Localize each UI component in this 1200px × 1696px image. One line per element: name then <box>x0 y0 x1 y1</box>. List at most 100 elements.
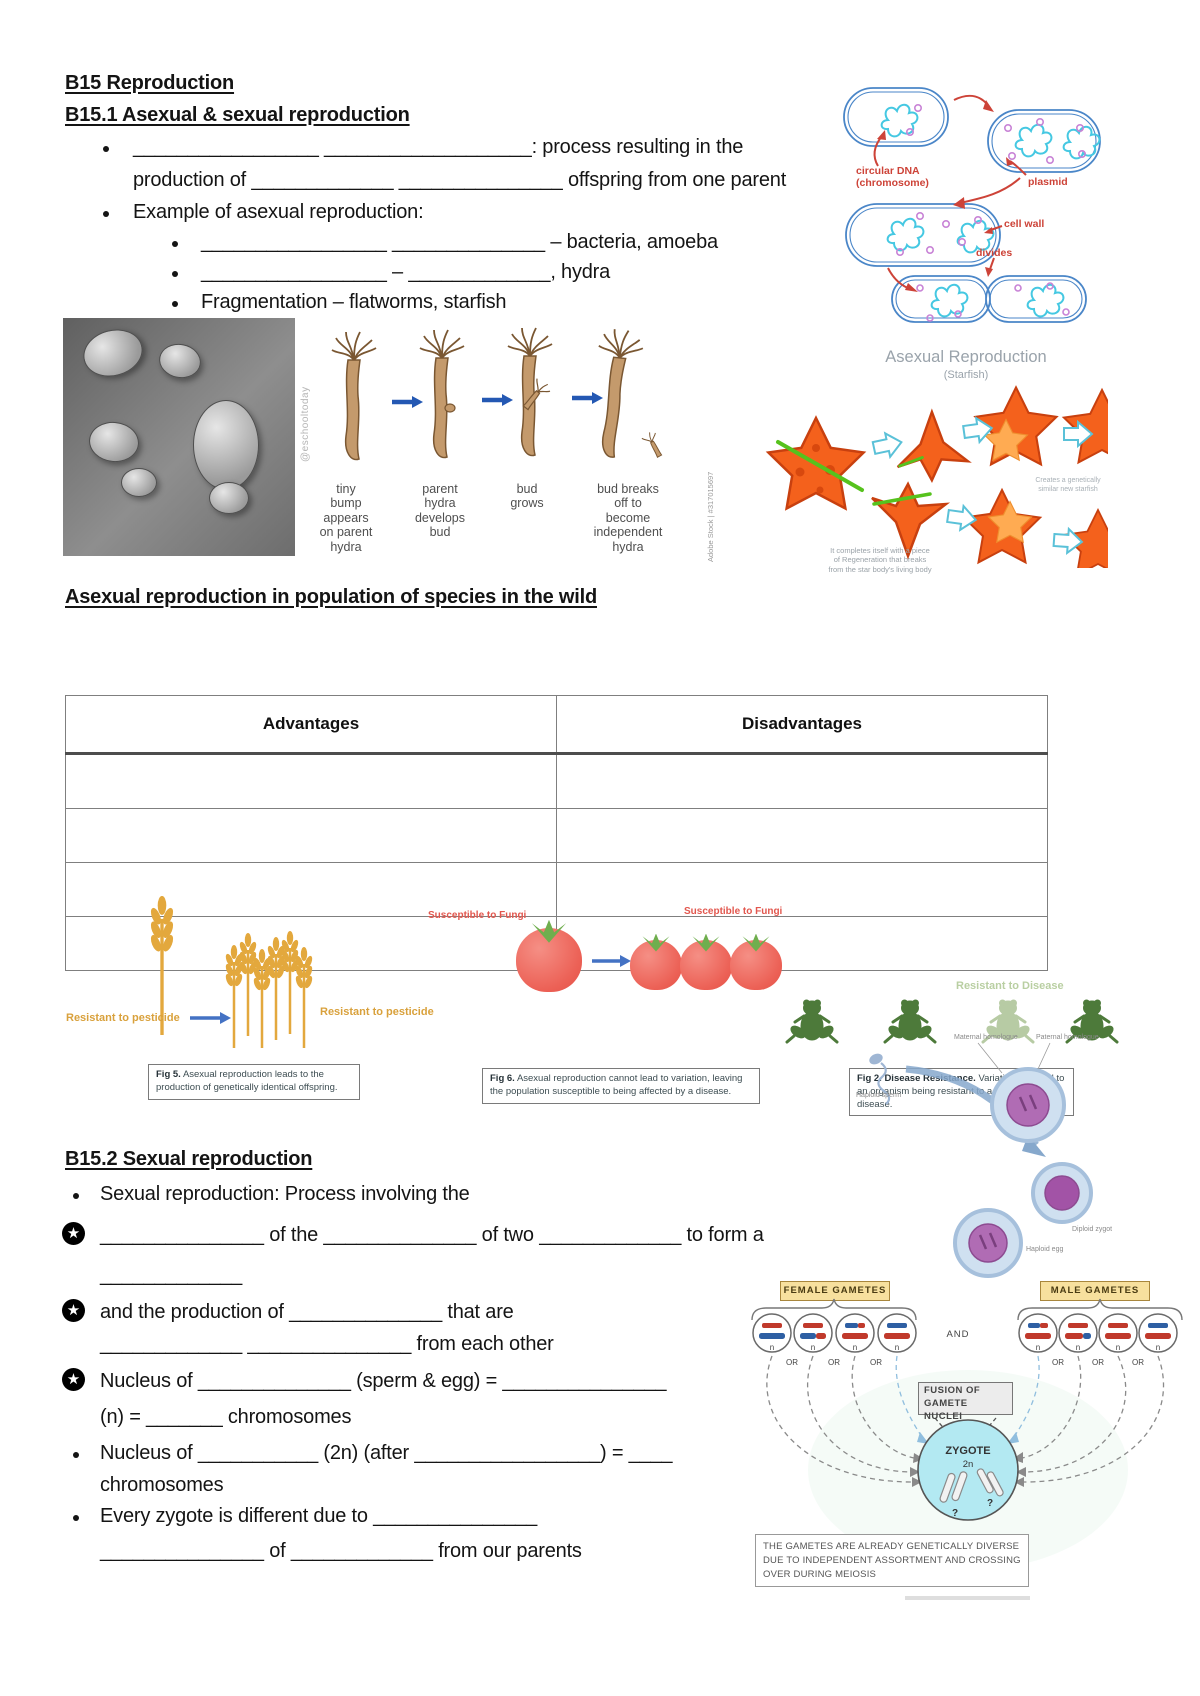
or-label: OR <box>1092 1358 1104 1367</box>
plasmid-label: plasmid <box>1028 176 1068 188</box>
tomato-icon <box>680 940 732 990</box>
bacteria-binary-fission-illustration: circular DNA (chromosome) plasmid cell w… <box>843 87 1101 323</box>
yeast-cell <box>121 468 157 497</box>
example-heading: Example of asexual reproduction: <box>133 201 424 223</box>
or-label: OR <box>786 1358 798 1367</box>
example-fragmentation: Fragmentation – flatworms, starfish <box>201 291 507 313</box>
fig5-caption: Fig 5. Asexual reproduction leads to the… <box>148 1064 360 1100</box>
hydra-stage-3 <box>507 327 554 457</box>
bullet-dot-icon <box>73 1193 79 1199</box>
haploid-egg-cell <box>953 1208 1023 1278</box>
sperm-icon <box>869 1053 891 1105</box>
cell-with-homologues <box>977 1042 1066 1143</box>
gamete-labels: n n n n n n n n OR OR OR OR OR OR AND <box>770 1329 1160 1367</box>
tomato-left-label: Susceptible to Fungi <box>428 910 527 921</box>
female-gamete-circles <box>752 1313 917 1353</box>
yeast-cell <box>87 419 141 465</box>
zygote-line-2: _______________ of _____________ from ou… <box>100 1540 582 1562</box>
production-line-2: _____________ _______________ from each … <box>100 1333 554 1355</box>
empty-cell <box>65 753 557 809</box>
hydra-stage-1 <box>331 331 377 461</box>
wheat-stalk <box>223 943 245 1048</box>
fusion-line-1: _______________ of the ______________ of… <box>100 1224 764 1246</box>
empty-cell <box>556 862 1048 917</box>
frog-label: Resistant to Disease <box>956 980 1064 992</box>
fig6-caption: Fig 6. Asexual reproduction cannot lead … <box>482 1068 760 1104</box>
yeast-micrograph <box>63 318 295 556</box>
stage-arrows <box>392 392 603 408</box>
haploid-sperm-label: Haploid sperm <box>856 1092 901 1099</box>
fig2-label: Fig 2. Disease Resistance. <box>857 1073 976 1084</box>
tomato-icon <box>630 940 682 990</box>
gamete-arrowheads <box>910 1432 1026 1487</box>
example-binary-fission: _________________ ______________ – bacte… <box>201 231 718 253</box>
starfish-title: Asexual Reproduction <box>885 348 1046 366</box>
or-label: OR <box>828 1358 840 1367</box>
and-label: AND <box>946 1329 969 1340</box>
section-151-heading: B15.1 Asexual & sexual reproduction <box>65 104 410 126</box>
wheat-stalk <box>293 945 315 1048</box>
n-label: n <box>1116 1343 1120 1352</box>
hydra-stage-4 <box>586 326 667 461</box>
fusion-of-gamete-nuclei-box: FUSION OF GAMETE NUCLEI <box>918 1382 1013 1422</box>
circular-dna-label: circular DNA <box>856 165 920 177</box>
hydra-caption-4: bud breaks off to become independent hyd… <box>593 482 663 554</box>
paternal-homologue-label: Paternal homologue <box>1036 1034 1099 1041</box>
or-label: OR <box>870 1358 882 1367</box>
starfish-regenerating-2 <box>962 488 1042 564</box>
hydra-caption-2: parent hydra develops bud <box>414 482 466 540</box>
section-152-heading: B15.2 Sexual reproduction <box>65 1148 313 1170</box>
divides-label: divides <box>976 247 1012 259</box>
zygote-chromosomes <box>939 1468 1004 1503</box>
zygote-label: ZYGOTE <box>945 1445 990 1457</box>
or-label: OR <box>1132 1358 1144 1367</box>
starfish-subtitle: (Starfish) <box>944 369 989 381</box>
fig5-label: Fig 5. <box>156 1069 181 1080</box>
bullet-dot-icon <box>103 146 109 152</box>
fertilisation-labels: Maternal homologue Paternal homologue Ha… <box>856 1034 1112 1253</box>
gamete-fusion-diagram: n n n n n n n n OR OR OR OR OR OR AND <box>751 1298 1183 1570</box>
diploid-zygote-cell <box>1031 1162 1093 1224</box>
n-label: n <box>853 1343 857 1352</box>
table-row <box>65 808 1048 863</box>
definition-line-1: _________________ ___________________: p… <box>133 136 744 158</box>
n-label: n <box>770 1343 774 1352</box>
yeast-bud <box>209 482 249 514</box>
bullet-dot-icon <box>172 241 178 247</box>
bacterium-cell <box>843 87 1101 323</box>
table-header-row: Advantages Disadvantages <box>65 695 1048 755</box>
starfish-note-bottom: It completes itself with a piece of Rege… <box>828 546 932 574</box>
question-mark: ? <box>987 1498 993 1509</box>
diploid-line-1: Nucleus of ___________ (2n) (after _____… <box>100 1442 673 1464</box>
gamete-nucleus-line-2: (n) = _______ chromosomes <box>100 1406 352 1428</box>
tomato-icon <box>516 928 582 992</box>
starfish-shapes <box>767 386 1108 568</box>
or-label: OR <box>1052 1358 1064 1367</box>
haploid-egg-label: Haploid egg <box>1026 1246 1063 1253</box>
starfish-whole-cut <box>767 416 865 510</box>
table-row <box>65 753 1048 809</box>
red-arrowheads <box>877 100 1014 292</box>
bullet-dot-icon <box>73 1515 79 1521</box>
right-arrow-icon <box>592 955 631 967</box>
wild-section-heading: Asexual reproduction in population of sp… <box>65 586 597 608</box>
right-arrow-icon <box>190 1012 231 1024</box>
empty-cell <box>556 808 1048 863</box>
question-mark: ? <box>952 1508 958 1519</box>
diploid-zygote-label: Diploid zygote <box>1072 1226 1112 1233</box>
page-title: B15 Reproduction <box>65 72 235 94</box>
yeast-cell <box>156 340 204 382</box>
bullet-dot-icon <box>172 301 178 307</box>
gamete-paths <box>766 1355 1164 1483</box>
male-gamete-circles <box>1018 1313 1178 1353</box>
production-line-1: and the production of ______________ tha… <box>100 1301 514 1323</box>
plasmid-icon <box>895 103 1087 322</box>
bullet-dot-icon <box>103 211 109 217</box>
frog-icon <box>785 998 839 1044</box>
wheat-right-label: Resistant to pesticide <box>320 1006 434 1018</box>
copyright-microtext <box>905 1596 1030 1600</box>
starfish-note-right: Creates a genetically similar new starfi… <box>1035 477 1101 494</box>
n-label: n <box>895 1343 899 1352</box>
fig5-text: Asexual reproduction leads to the produc… <box>156 1069 338 1093</box>
